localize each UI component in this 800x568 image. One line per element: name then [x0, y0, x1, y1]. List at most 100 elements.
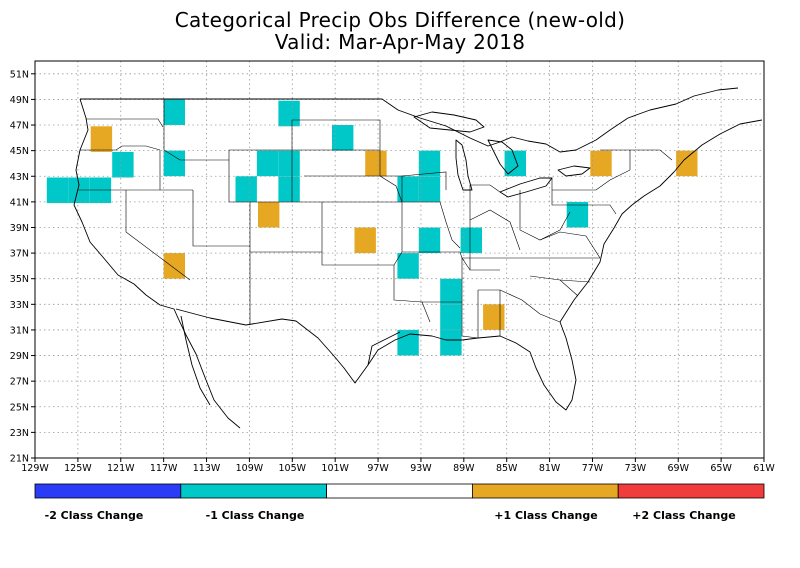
difference-cell: [397, 176, 419, 202]
difference-cell: [278, 100, 300, 127]
lon-tick-label: 125W: [64, 463, 92, 474]
lat-tick-label: 43N: [10, 172, 29, 183]
state-line: [292, 149, 405, 177]
state-line: [125, 190, 191, 281]
state-line: [402, 201, 461, 249]
difference-cell: [418, 176, 441, 202]
lon-tick-label: 69W: [667, 463, 689, 474]
lon-tick-label: 81W: [539, 463, 561, 474]
latitude-tick-labels: 21N 23N 25N 27N 29N 31N 33N 35N 37N 39N 41N 43N 45N 4…: [10, 69, 35, 465]
legend-swatch: [326, 483, 473, 499]
lon-tick-label: 117W: [150, 463, 178, 474]
lon-tick-label: 105W: [279, 463, 307, 474]
difference-cell: [418, 150, 441, 177]
difference-cell: [258, 201, 280, 228]
lon-tick-label: 101W: [321, 463, 349, 474]
lat-tick-label: 45N: [10, 146, 29, 157]
lon-tick-label: 73W: [625, 463, 647, 474]
state-line: [559, 279, 591, 283]
state-line: [86, 118, 164, 128]
map-outlines: [73, 87, 763, 429]
canada-border: [80, 87, 739, 153]
difference-cell: [676, 150, 698, 177]
coastline: [73, 98, 241, 429]
state-line: [250, 201, 323, 253]
state-line: [552, 149, 631, 191]
difference-cell: [483, 304, 505, 330]
lon-tick-label: 77W: [582, 463, 604, 474]
state-line: [193, 120, 293, 161]
state-line: [292, 119, 381, 150]
lon-tick-label: 89W: [453, 463, 475, 474]
difference-cell: [354, 227, 376, 254]
lake-erie: [499, 177, 553, 198]
state-line: [469, 184, 501, 270]
lake-ontario: [557, 165, 591, 177]
state-line: [163, 99, 193, 161]
state-line: [80, 145, 161, 151]
legend-label: -2 Class Change: [45, 509, 144, 522]
lon-tick-label: 61W: [753, 463, 775, 474]
difference-cell: [163, 150, 185, 177]
lat-tick-label: 39N: [10, 223, 29, 234]
lat-tick-label: 41N: [10, 197, 29, 208]
state-line: [321, 251, 403, 266]
legend-swatch: [471, 483, 619, 499]
lat-tick-label: 49N: [10, 95, 29, 106]
legend-swatch: [180, 483, 328, 499]
state-line: [393, 265, 431, 323]
difference-cell: [235, 176, 257, 202]
lon-tick-label: 113W: [193, 463, 221, 474]
lat-tick-label: 31N: [10, 325, 29, 336]
state-line: [539, 231, 601, 259]
difference-cell: [440, 329, 462, 356]
lake-michigan: [455, 139, 473, 191]
lat-tick-label: 33N: [10, 300, 29, 311]
state-line: [499, 289, 561, 323]
difference-cell: [332, 125, 354, 151]
difference-cell: [504, 150, 526, 177]
lat-tick-label: 47N: [10, 121, 29, 132]
state-line: [401, 171, 447, 202]
legend-swatch: [617, 483, 765, 499]
state-line: [461, 290, 479, 339]
lon-tick-label: 85W: [496, 463, 518, 474]
difference-cell: [46, 177, 69, 204]
state-line: [402, 251, 463, 259]
difference-cell: [397, 329, 419, 356]
legend-label: -1 Class Change: [206, 509, 305, 522]
lon-tick-label: 93W: [410, 463, 432, 474]
state-line: [228, 160, 251, 246]
color-legend: -2 Class Change -1 Class Change +1 Class C…: [34, 483, 765, 522]
plot-frame: [34, 60, 765, 459]
difference-cell: [278, 176, 300, 202]
lon-tick-label: 97W: [367, 463, 389, 474]
difference-cell: [460, 227, 482, 254]
us-mexico-border: [175, 308, 401, 384]
difference-cell: [440, 304, 462, 330]
difference-cell: [163, 253, 185, 279]
lat-tick-label: 29N: [10, 351, 29, 362]
state-line: [192, 190, 251, 325]
lat-tick-label: 37N: [10, 249, 29, 260]
difference-cell: [590, 150, 612, 177]
lat-tick-label: 27N: [10, 377, 29, 388]
legend-label: +2 Class Change: [632, 509, 735, 522]
state-line: [529, 275, 579, 297]
lon-tick-label: 109W: [236, 463, 264, 474]
longitude-tick-labels: 129W 125W 121W 117W 113W 109W 105W 101W 97W 93W 89…: [21, 458, 775, 474]
lat-tick-label: 21N: [10, 454, 29, 465]
lat-tick-label: 35N: [10, 274, 29, 285]
gulf-coast: [367, 321, 577, 411]
difference-cell: [440, 278, 462, 305]
difference-cell: [112, 151, 134, 178]
lon-tick-label: 121W: [107, 463, 135, 474]
lake-huron: [487, 139, 519, 175]
difference-cell: [566, 201, 589, 228]
difference-cell: [278, 150, 300, 177]
state-borders: [77, 99, 673, 339]
lat-tick-label: 23N: [10, 428, 29, 439]
atlantic-coast: [559, 119, 763, 323]
legend-swatch: [34, 483, 182, 499]
